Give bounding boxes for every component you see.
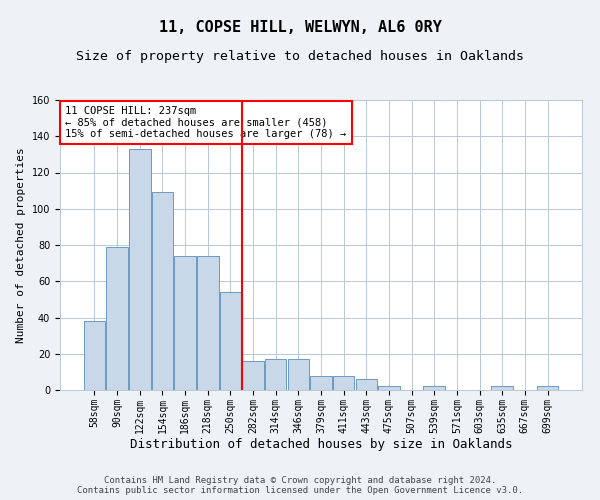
- Bar: [491, 386, 513, 390]
- Bar: [197, 256, 218, 390]
- Text: Size of property relative to detached houses in Oaklands: Size of property relative to detached ho…: [76, 50, 524, 63]
- Bar: [537, 386, 558, 390]
- Bar: [175, 256, 196, 390]
- Text: Contains HM Land Registry data © Crown copyright and database right 2024.
Contai: Contains HM Land Registry data © Crown c…: [77, 476, 523, 495]
- Bar: [129, 149, 151, 390]
- Bar: [106, 247, 128, 390]
- Bar: [242, 361, 264, 390]
- Bar: [310, 376, 332, 390]
- Bar: [84, 321, 105, 390]
- Bar: [333, 376, 355, 390]
- X-axis label: Distribution of detached houses by size in Oaklands: Distribution of detached houses by size …: [130, 438, 512, 452]
- Text: 11, COPSE HILL, WELWYN, AL6 0RY: 11, COPSE HILL, WELWYN, AL6 0RY: [158, 20, 442, 35]
- Bar: [378, 386, 400, 390]
- Bar: [424, 386, 445, 390]
- Text: 11 COPSE HILL: 237sqm
← 85% of detached houses are smaller (458)
15% of semi-det: 11 COPSE HILL: 237sqm ← 85% of detached …: [65, 106, 346, 139]
- Bar: [356, 379, 377, 390]
- Bar: [220, 292, 241, 390]
- Bar: [287, 359, 309, 390]
- Y-axis label: Number of detached properties: Number of detached properties: [16, 147, 26, 343]
- Bar: [265, 359, 286, 390]
- Bar: [152, 192, 173, 390]
